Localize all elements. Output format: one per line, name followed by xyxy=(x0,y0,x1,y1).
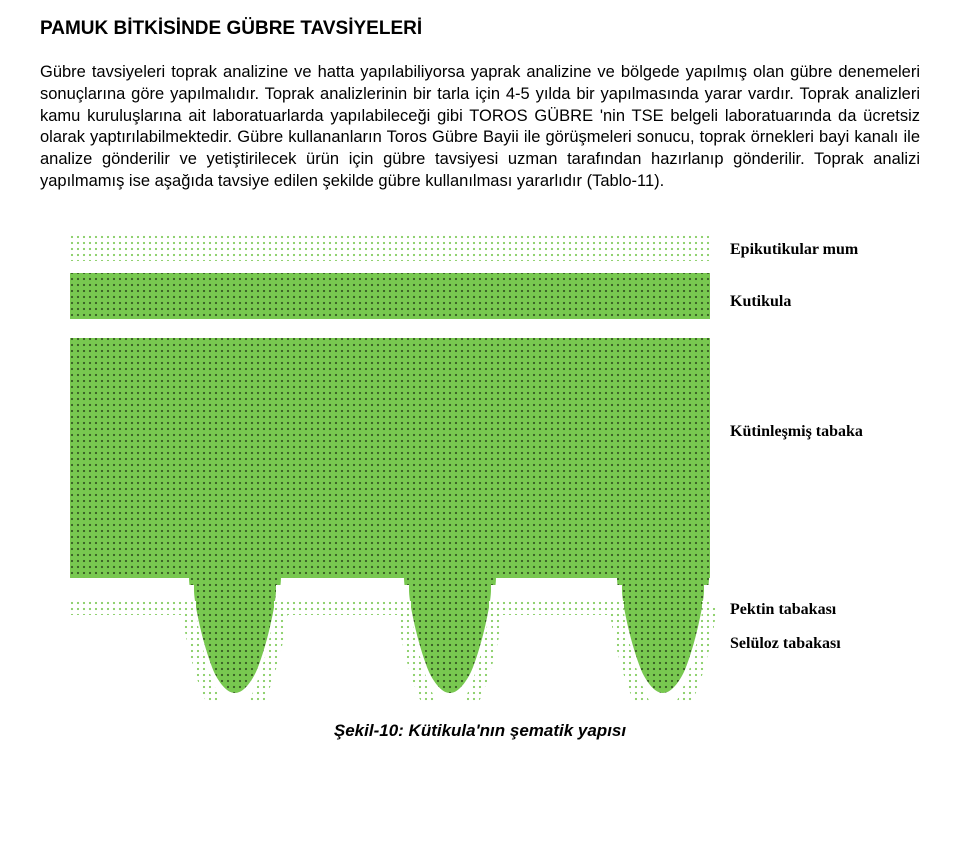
figure-caption: Şekil-10: Kütikula'nın şematik yapısı xyxy=(40,721,920,741)
label-cuticle: Kutikula xyxy=(730,293,791,311)
label-pectin-layer: Pektin tabakası xyxy=(730,601,836,619)
cutinized-layer xyxy=(70,338,710,693)
page-title: PAMUK BİTKİSİNDE GÜBRE TAVSİYELERİ xyxy=(40,18,920,40)
cuticle-diagram: Epikutikular mum Kutikula Kütinleşmiş ta… xyxy=(70,223,890,703)
cuticle-band xyxy=(70,273,710,319)
label-epicuticular-wax: Epikutikular mum xyxy=(730,241,858,259)
cellulose-layer xyxy=(70,608,710,703)
epicuticular-wax-band xyxy=(70,233,710,261)
label-cellulose-layer: Selüloz tabakası xyxy=(730,635,841,653)
body-paragraph: Gübre tavsiyeleri toprak analizine ve ha… xyxy=(40,62,920,193)
label-cutinized-layer: Kütinleşmiş tabaka xyxy=(730,423,863,441)
